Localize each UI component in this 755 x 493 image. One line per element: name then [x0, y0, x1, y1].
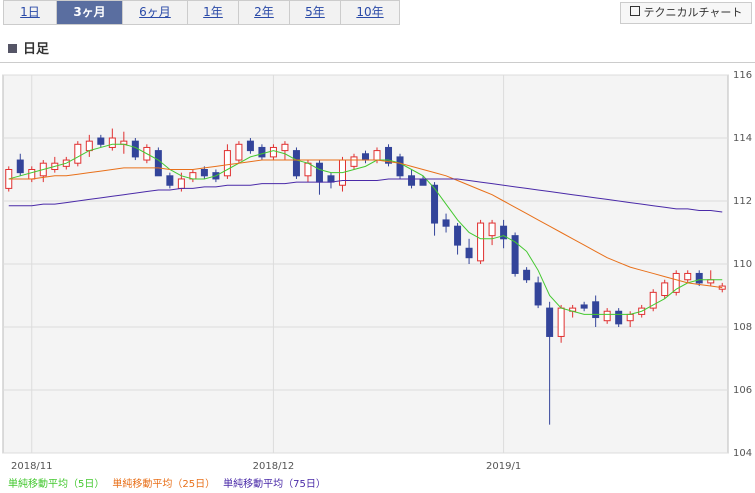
x-tick-label: 2019/1: [486, 461, 521, 472]
candle-body: [246, 140, 254, 152]
candle-body: [408, 175, 416, 186]
candle-body: [454, 225, 462, 246]
candle-body: [396, 156, 404, 177]
candle-body: [511, 235, 519, 274]
tab[interactable]: 2年: [238, 0, 290, 25]
candle-body: [327, 175, 335, 183]
candle-body: [350, 156, 358, 167]
candle-body: [258, 146, 266, 158]
y-tick-label: 114: [733, 133, 752, 144]
x-tick-label: 2018/11: [11, 461, 53, 472]
candle-body: [304, 162, 312, 177]
candle-body: [223, 150, 231, 177]
y-tick-label: 108: [733, 322, 752, 333]
tab[interactable]: 6ヶ月: [122, 0, 188, 25]
tab[interactable]: 10年: [340, 0, 400, 25]
candle-body: [166, 175, 174, 186]
candle-body: [661, 282, 669, 296]
divider: [0, 62, 755, 63]
y-tick-label: 116: [733, 70, 752, 81]
candle-body: [154, 150, 162, 177]
candle-body: [626, 313, 634, 322]
candle-body: [74, 143, 82, 164]
ma-line: [8, 159, 723, 289]
candle-body: [373, 150, 381, 161]
candle-body: [534, 282, 542, 306]
ma-line: [8, 178, 723, 213]
candle-body: [108, 137, 116, 148]
candle-body: [695, 272, 703, 284]
y-tick-label: 106: [733, 385, 752, 396]
candle-body: [431, 184, 439, 224]
candle-body: [235, 143, 243, 161]
candle-body: [419, 178, 427, 186]
candle-body: [477, 222, 485, 262]
candle-body: [362, 153, 369, 161]
candle-body: [672, 272, 680, 293]
candle-body: [200, 169, 208, 177]
candle-body: [177, 178, 185, 189]
candle-body: [649, 291, 657, 309]
candle-body: [580, 304, 588, 309]
legend-entry: 単純移動平均（25日）: [112, 477, 215, 490]
y-tick-label: 110: [733, 259, 752, 270]
legend-entry: 単純移動平均（5日）: [8, 477, 104, 490]
candle-body: [684, 272, 692, 281]
candle-body: [557, 307, 565, 337]
candle-body: [442, 219, 450, 227]
heading: 日足: [8, 38, 49, 57]
button-label: テクニカルチャート: [643, 6, 743, 19]
heading-text: 日足: [23, 42, 50, 57]
y-tick-label: 104: [733, 448, 752, 459]
candle-body: [500, 225, 508, 240]
candle-body: [269, 146, 277, 158]
candle-body: [523, 269, 531, 281]
candle-body: [615, 310, 623, 325]
y-tick-label: 112: [733, 196, 752, 207]
candle-body: [97, 137, 105, 145]
candle-body: [546, 307, 554, 337]
tab[interactable]: 1日: [3, 0, 57, 25]
candle-body: [603, 310, 611, 322]
candle-body: [28, 169, 36, 180]
candle-body: [592, 301, 600, 319]
candle-body: [292, 150, 300, 177]
ma-line: [8, 143, 723, 315]
candle-body: [85, 140, 93, 152]
candle-body: [465, 247, 473, 259]
tab[interactable]: 3ヶ月: [56, 0, 123, 25]
x-tick-label: 2018/12: [253, 461, 295, 472]
candle-body: [488, 222, 496, 237]
legend-entry: 単純移動平均（75日）: [223, 477, 326, 490]
candle-body: [281, 143, 289, 152]
candle-body: [16, 159, 24, 174]
technical-chart-button[interactable]: テクニカルチャート: [620, 2, 752, 24]
candle-body: [385, 146, 393, 164]
candle-body: [315, 162, 323, 183]
